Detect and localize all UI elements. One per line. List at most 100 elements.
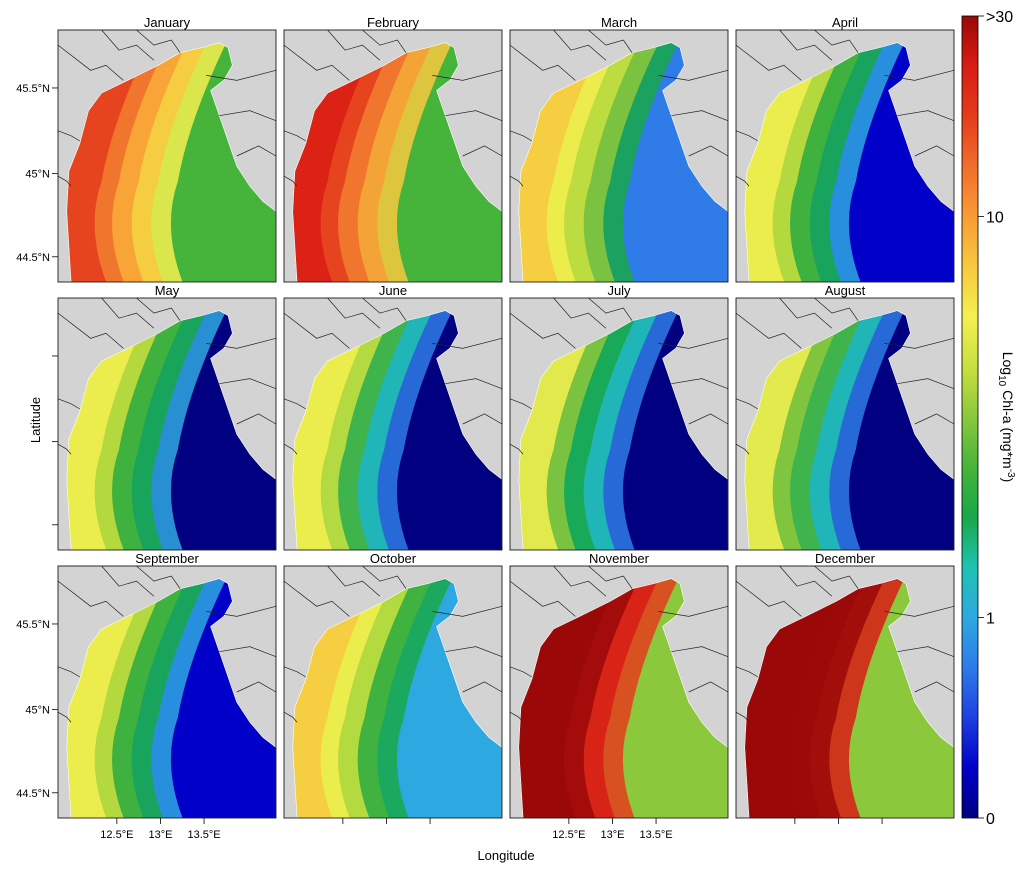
river-line <box>445 378 503 390</box>
river-line <box>362 297 407 321</box>
river-line <box>897 110 955 122</box>
river-line <box>57 130 80 142</box>
colorbar-tick-label: 10 <box>986 210 1004 227</box>
colorbar-gradient <box>961 15 979 819</box>
river-line <box>101 29 155 61</box>
colorbar-tick-label: >30 <box>986 9 1013 26</box>
river-line <box>735 666 758 678</box>
river-line <box>283 711 298 723</box>
x-tick-label: 13.5°E <box>187 829 220 841</box>
month-title: July <box>607 283 631 298</box>
map-panel: May <box>57 283 277 551</box>
y-tick-label: 44.5°N <box>16 788 50 800</box>
river-line <box>779 29 833 61</box>
river-line <box>735 443 750 455</box>
month-title: September <box>135 551 199 566</box>
river-line <box>57 175 72 187</box>
river-line <box>735 44 802 81</box>
river-line <box>735 711 750 723</box>
river-line <box>445 110 503 122</box>
map-panel: February <box>283 15 503 283</box>
river-line <box>432 337 503 349</box>
river-line <box>462 145 503 157</box>
month-title: May <box>155 283 180 298</box>
river-line <box>219 378 277 390</box>
river-line <box>814 565 859 589</box>
river-line <box>283 130 306 142</box>
colorbar-tick-label: 1 <box>986 611 995 628</box>
river-line <box>688 681 729 693</box>
river-line <box>671 378 729 390</box>
river-line <box>327 29 381 61</box>
river-line <box>57 44 124 81</box>
y-axis-title: Latitude <box>28 397 43 443</box>
river-line <box>509 580 576 617</box>
river-line <box>588 297 633 321</box>
river-line <box>509 398 532 410</box>
river-line <box>509 44 576 81</box>
river-line <box>219 646 277 658</box>
river-line <box>327 297 381 329</box>
panel-frame <box>283 565 503 819</box>
river-line <box>779 297 833 329</box>
x-tick-label: 13.5°E <box>639 829 672 841</box>
colorbar-tick-label: 0 <box>986 811 995 828</box>
axes: 45.5°N 45°N 44.5°N 45.5°N 45°N 44.5°N 12.5°E 13… <box>16 83 883 841</box>
river-line <box>735 312 802 349</box>
river-line <box>509 711 524 723</box>
map-panel: July <box>509 283 729 551</box>
river-line <box>553 29 607 61</box>
river-line <box>283 175 298 187</box>
river-line <box>671 110 729 122</box>
river-line <box>884 337 955 349</box>
river-line <box>206 605 277 617</box>
river-line <box>101 565 155 597</box>
map-panel: June <box>283 283 503 551</box>
panel-frame <box>57 565 277 819</box>
map-panel: August <box>735 283 955 551</box>
river-line <box>136 297 181 321</box>
colorbar-title: Log10 Chl-a (mg*m-3) <box>996 352 1016 483</box>
river-line <box>136 565 181 589</box>
map-panel: November <box>509 551 729 819</box>
panel-frame <box>509 29 729 283</box>
x-tick-label: 12.5°E <box>100 829 133 841</box>
river-line <box>283 580 350 617</box>
river-line <box>658 337 729 349</box>
y-tick-label: 45.5°N <box>16 83 50 95</box>
river-line <box>57 666 80 678</box>
river-line <box>588 565 633 589</box>
y-tick-label: 45°N <box>25 705 50 717</box>
panel-frame <box>57 29 277 283</box>
river-line <box>671 646 729 658</box>
map-panel: March <box>509 15 729 283</box>
river-line <box>206 69 277 81</box>
panel-frame <box>509 297 729 551</box>
river-line <box>509 666 532 678</box>
map-panel: September <box>57 551 277 819</box>
x-tick-label: 13°E <box>600 829 624 841</box>
river-line <box>735 130 758 142</box>
panel-frame <box>283 297 503 551</box>
x-tick-label: 12.5°E <box>552 829 585 841</box>
month-title: February <box>367 15 420 30</box>
river-line <box>327 565 381 597</box>
river-line <box>658 69 729 81</box>
y-tick-label: 45.5°N <box>16 619 50 631</box>
river-line <box>735 398 758 410</box>
river-line <box>362 565 407 589</box>
river-line <box>884 605 955 617</box>
month-title: October <box>370 551 417 566</box>
month-title: August <box>825 283 866 298</box>
river-line <box>462 413 503 425</box>
month-title: March <box>601 15 637 30</box>
river-line <box>553 297 607 329</box>
river-line <box>914 681 955 693</box>
river-line <box>219 110 277 122</box>
river-line <box>57 443 72 455</box>
river-line <box>553 565 607 597</box>
river-line <box>884 69 955 81</box>
